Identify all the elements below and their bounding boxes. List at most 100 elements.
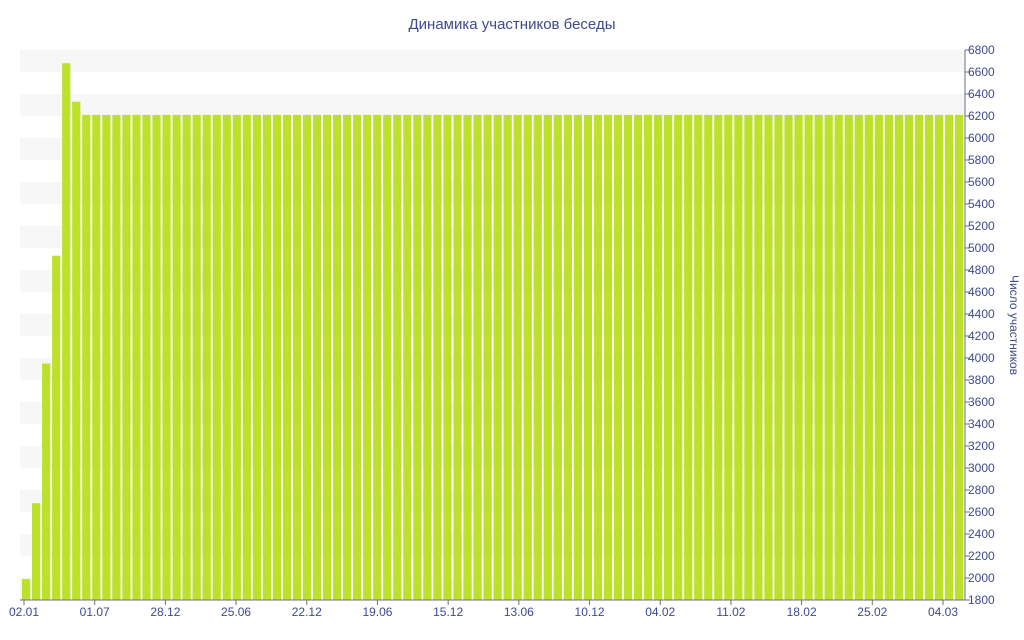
bar[interactable] <box>132 114 141 601</box>
bar[interactable] <box>292 114 302 601</box>
bar[interactable] <box>473 114 482 601</box>
bar[interactable] <box>834 114 843 601</box>
bar[interactable] <box>583 114 593 601</box>
bar[interactable] <box>172 114 181 601</box>
bar[interactable] <box>112 114 121 601</box>
bar[interactable] <box>934 114 944 601</box>
bar[interactable] <box>192 114 201 601</box>
bar[interactable] <box>694 114 703 601</box>
bar[interactable] <box>282 114 292 601</box>
bar[interactable] <box>403 114 412 601</box>
bar[interactable] <box>503 114 512 601</box>
bar[interactable] <box>744 114 753 601</box>
bar[interactable] <box>684 114 693 601</box>
bar[interactable] <box>734 114 743 601</box>
bar[interactable] <box>844 114 853 601</box>
bar[interactable] <box>22 579 31 600</box>
bar[interactable] <box>272 114 282 601</box>
bar[interactable] <box>62 63 71 600</box>
bar[interactable] <box>654 114 663 601</box>
bar[interactable] <box>463 114 472 601</box>
bar[interactable] <box>332 114 342 601</box>
bar[interactable] <box>232 114 241 601</box>
bar[interactable] <box>202 114 211 601</box>
bar[interactable] <box>52 255 61 600</box>
bar[interactable] <box>754 114 763 601</box>
bar[interactable] <box>814 114 823 601</box>
bar[interactable] <box>182 114 191 601</box>
bar[interactable] <box>724 114 733 601</box>
bar[interactable] <box>784 114 793 601</box>
bar[interactable] <box>714 114 723 601</box>
bar[interactable] <box>573 114 582 601</box>
bar[interactable] <box>794 114 803 601</box>
bar[interactable] <box>804 114 813 601</box>
bar[interactable] <box>674 114 683 601</box>
bar[interactable] <box>613 114 623 601</box>
bar[interactable] <box>513 114 522 601</box>
bar[interactable] <box>914 114 924 601</box>
bar[interactable] <box>623 114 633 601</box>
bar[interactable] <box>343 114 352 601</box>
bar[interactable] <box>262 114 271 601</box>
bar[interactable] <box>633 114 643 601</box>
bar[interactable] <box>533 114 542 601</box>
bar[interactable] <box>874 114 883 601</box>
bar[interactable] <box>854 114 863 601</box>
bar[interactable] <box>954 114 964 601</box>
bar[interactable] <box>32 503 41 600</box>
bar[interactable] <box>162 114 171 601</box>
bar[interactable] <box>443 114 452 601</box>
bar[interactable] <box>92 114 101 601</box>
bar[interactable] <box>252 114 261 601</box>
bar[interactable] <box>242 114 251 601</box>
bar[interactable] <box>433 114 442 601</box>
bar[interactable] <box>764 114 773 601</box>
y-tick-label: 4600 <box>968 285 995 299</box>
bar[interactable] <box>664 114 673 601</box>
bar[interactable] <box>884 114 893 601</box>
bar[interactable] <box>864 114 873 601</box>
bar[interactable] <box>483 114 492 601</box>
bar[interactable] <box>413 114 422 601</box>
bar[interactable] <box>82 114 91 601</box>
bar[interactable] <box>383 114 392 601</box>
bar[interactable] <box>453 114 462 601</box>
bar[interactable] <box>42 363 51 601</box>
bar[interactable] <box>523 114 532 601</box>
bar[interactable] <box>553 114 562 601</box>
bar[interactable] <box>363 114 372 601</box>
bar[interactable] <box>493 114 502 601</box>
bar[interactable] <box>322 114 332 601</box>
grid-band <box>20 138 965 160</box>
bar[interactable] <box>302 114 312 601</box>
bar[interactable] <box>563 114 572 601</box>
bar[interactable] <box>312 114 322 601</box>
bar[interactable] <box>142 114 151 601</box>
bar[interactable] <box>152 114 161 601</box>
bar[interactable] <box>353 114 362 601</box>
bar[interactable] <box>894 114 904 601</box>
bar[interactable] <box>643 114 653 601</box>
x-tick-label: 25.02 <box>857 605 887 619</box>
bar[interactable] <box>824 114 833 601</box>
bar[interactable] <box>102 114 111 601</box>
bar[interactable] <box>122 114 131 601</box>
y-tick-label: 3000 <box>968 461 995 475</box>
bar[interactable] <box>924 114 934 601</box>
grid-band <box>20 270 965 292</box>
bar[interactable] <box>904 114 914 601</box>
bar[interactable] <box>423 114 432 601</box>
bar[interactable] <box>603 114 613 601</box>
bar[interactable] <box>774 114 783 601</box>
bar[interactable] <box>373 114 382 601</box>
bar[interactable] <box>593 114 603 601</box>
bar[interactable] <box>944 114 954 601</box>
bar[interactable] <box>212 114 221 601</box>
bar[interactable] <box>393 114 402 601</box>
bar[interactable] <box>222 114 231 601</box>
bar[interactable] <box>704 114 713 601</box>
bar[interactable] <box>72 101 81 600</box>
bar[interactable] <box>543 114 552 601</box>
